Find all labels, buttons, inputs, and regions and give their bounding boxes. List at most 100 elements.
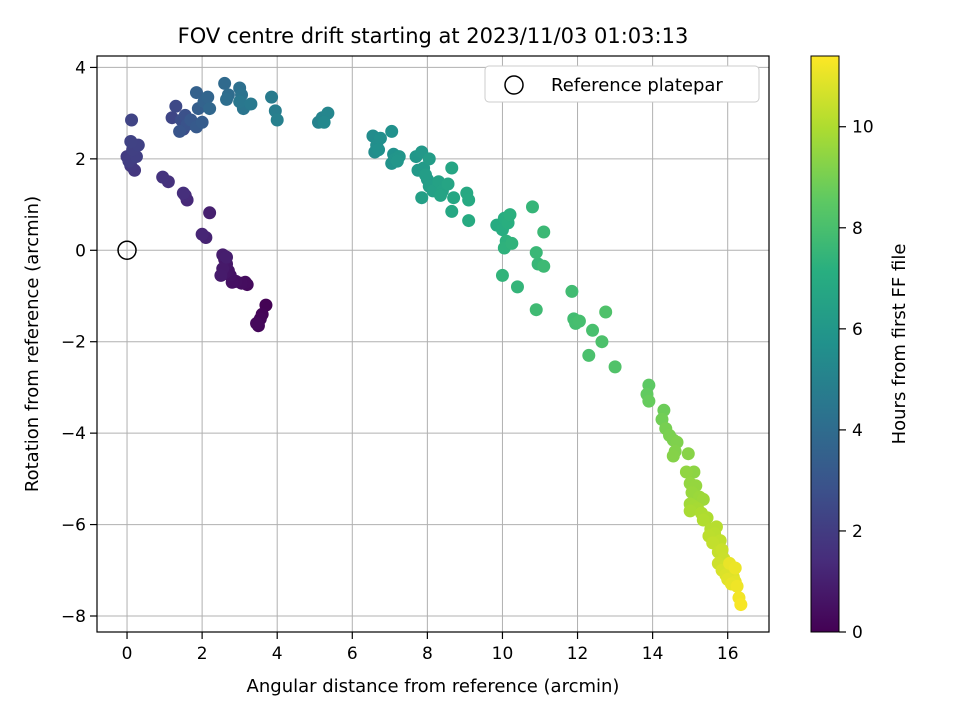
data-point — [195, 115, 209, 129]
y-tick-label: 4 — [75, 58, 86, 78]
data-point — [220, 250, 234, 264]
data-point — [505, 236, 519, 250]
data-point — [125, 113, 139, 127]
y-tick-label: 2 — [75, 150, 86, 170]
colorbar-tick-label: 0 — [852, 623, 863, 643]
data-point — [169, 99, 183, 113]
data-point — [250, 316, 264, 330]
colorbar-tick-label: 6 — [852, 320, 863, 340]
y-tick-label: −4 — [61, 424, 86, 444]
x-tick-label: 12 — [567, 644, 589, 664]
data-point — [683, 504, 697, 518]
data-point — [696, 513, 710, 527]
colorbar-tick-label: 10 — [852, 118, 874, 138]
colorbar-ticks: 0 2 4 6 8 10 — [839, 118, 874, 643]
x-tick-label: 10 — [492, 644, 514, 664]
data-point — [270, 113, 284, 127]
data-point — [503, 208, 517, 222]
data-point — [218, 76, 232, 90]
data-point — [510, 280, 524, 294]
data-point — [529, 246, 543, 260]
chart-title: FOV centre drift starting at 2023/11/03 … — [178, 24, 689, 48]
data-point — [642, 394, 656, 408]
y-tick-label: 0 — [75, 241, 86, 261]
data-point — [418, 168, 432, 182]
data-point — [537, 259, 551, 273]
data-point — [445, 161, 459, 175]
data-point — [595, 335, 609, 349]
colorbar-tick-label: 8 — [852, 219, 863, 239]
data-point — [373, 131, 387, 145]
legend-reference-marker — [504, 75, 524, 95]
data-point — [244, 97, 258, 111]
y-tick-label: −8 — [61, 607, 86, 627]
data-point — [730, 579, 744, 593]
plot-area — [96, 55, 770, 633]
data-point — [537, 225, 551, 239]
x-tick-label: 16 — [717, 644, 739, 664]
legend-box — [484, 65, 760, 103]
data-point — [529, 303, 543, 317]
colorbar-gradient — [810, 55, 840, 633]
data-point — [203, 102, 217, 116]
y-axis-label: Rotation from reference (arcmin) — [22, 196, 43, 492]
x-axis-label: Angular distance from reference (arcmin) — [247, 676, 620, 697]
legend-entry-reference: Reference platepar — [551, 75, 723, 96]
data-point — [156, 170, 170, 184]
data-point — [734, 598, 748, 612]
data-point — [434, 188, 448, 202]
data-point — [582, 348, 596, 362]
data-point — [390, 154, 404, 168]
x-axis-ticks: 0 2 4 6 8 10 12 14 16 — [122, 632, 739, 664]
data-point — [203, 206, 217, 220]
data-point — [317, 115, 331, 129]
x-tick-label: 8 — [422, 644, 433, 664]
data-point — [441, 177, 455, 191]
data-point — [124, 134, 138, 148]
y-tick-label: −2 — [61, 333, 86, 353]
data-point — [495, 268, 509, 282]
data-point — [415, 191, 429, 205]
y-tick-label: −6 — [61, 516, 86, 536]
data-point — [681, 447, 695, 461]
data-point — [422, 152, 436, 166]
data-point — [728, 561, 742, 575]
colorbar-tick-label: 4 — [852, 421, 863, 441]
data-point — [599, 305, 613, 319]
data-point — [220, 92, 234, 106]
data-point — [586, 323, 600, 337]
data-point — [233, 95, 247, 109]
data-points — [120, 76, 748, 612]
data-point — [189, 86, 203, 100]
data-point — [565, 284, 579, 298]
data-point — [445, 204, 459, 218]
data-point — [201, 90, 215, 104]
data-point — [195, 227, 209, 241]
plot-frame — [96, 55, 770, 633]
x-tick-label: 2 — [197, 644, 208, 664]
data-point — [265, 90, 279, 104]
data-point — [462, 193, 476, 207]
data-point — [176, 186, 190, 200]
data-point — [679, 465, 693, 479]
data-point — [666, 449, 680, 463]
data-point — [608, 360, 622, 374]
data-point — [525, 200, 539, 214]
x-tick-label: 4 — [272, 644, 283, 664]
data-point — [385, 124, 399, 138]
legend: Reference platepar — [484, 65, 760, 103]
data-point — [173, 124, 187, 138]
data-point — [214, 268, 228, 282]
x-tick-label: 14 — [642, 644, 664, 664]
colorbar-label: Hours from first FF file — [889, 244, 910, 445]
colorbar-tick-label: 2 — [852, 522, 863, 542]
data-point — [462, 214, 476, 228]
data-point — [572, 314, 586, 328]
x-tick-label: 0 — [122, 644, 133, 664]
y-axis-ticks: −8 −6 −4 −2 0 2 4 — [61, 58, 97, 627]
plot-background — [97, 56, 769, 632]
reference-platepar-marker — [117, 240, 137, 261]
grid-lines — [97, 56, 769, 632]
colorbar: 0 2 4 6 8 10 Hours from first FF file — [810, 55, 910, 643]
